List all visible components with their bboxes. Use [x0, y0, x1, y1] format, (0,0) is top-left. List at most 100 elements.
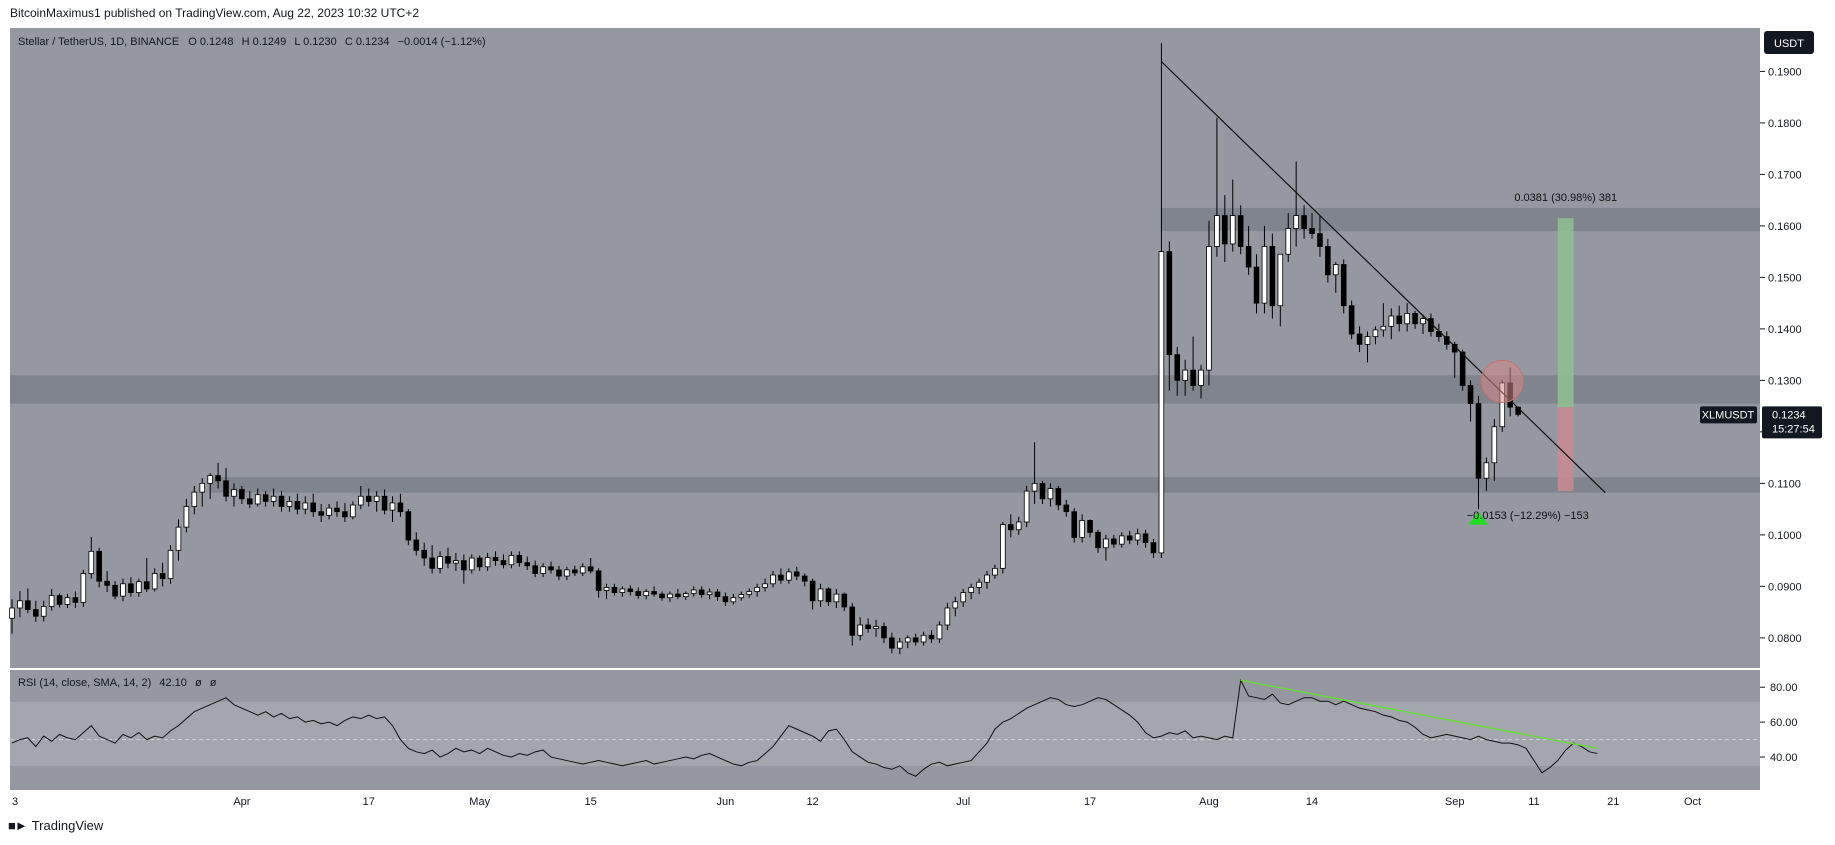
- candle-body: [1071, 511, 1077, 538]
- candle-body: [326, 507, 332, 516]
- price-axis-ticks: 0.1900 0.1800 0.1700 0.1600 0.1500 0.1400 0.13…: [1760, 66, 1802, 645]
- candle-body: [587, 566, 594, 572]
- candle-body: [516, 555, 523, 564]
- bullish-arrow-marker: [1468, 511, 1489, 525]
- candle-body: [992, 567, 998, 576]
- candle-body: [1309, 228, 1315, 235]
- candle-body: [1095, 531, 1101, 549]
- candle-body: [841, 593, 848, 608]
- candle-body: [1166, 251, 1173, 356]
- candle-body: [1245, 246, 1252, 268]
- candle-body: [1087, 520, 1093, 533]
- candle-body: [579, 566, 586, 574]
- rsi-na-2: ø: [210, 677, 217, 689]
- candle-body: [286, 500, 293, 507]
- candle-body: [104, 580, 110, 586]
- candle-body: [231, 489, 237, 497]
- price-tick-label: 0.1000: [1768, 530, 1802, 542]
- candle-body: [564, 569, 570, 577]
- candle-body: [25, 600, 31, 610]
- svg-text:Stellar / TetherUS, 1D, BINANC: Stellar / TetherUS, 1D, BINANCE O 0.1248…: [18, 36, 486, 48]
- candle-body: [358, 495, 364, 506]
- rsi-divergence-trendline: [1240, 679, 1598, 750]
- candle-body: [1412, 313, 1418, 325]
- ohlc-c-key: C: [345, 36, 353, 48]
- candle-body: [413, 539, 420, 551]
- candle-body: [223, 480, 229, 497]
- candle-body: [207, 475, 213, 484]
- time-axis[interactable]: [10, 790, 1835, 812]
- bar-countdown-label: 15:27:54: [1772, 423, 1815, 435]
- candle-body: [1174, 354, 1181, 381]
- candle-body: [508, 555, 515, 566]
- candle-body: [1261, 246, 1268, 304]
- candle-body: [968, 586, 974, 593]
- currency-badge[interactable]: [1764, 31, 1814, 54]
- candle-body: [960, 592, 967, 603]
- measure-down-label: −0.0153 (−12.29%) −153: [1467, 510, 1589, 522]
- ohlc-change: −0.0014 (−1.12%): [398, 36, 486, 48]
- candle-body: [984, 574, 990, 583]
- descending-trendline: [1160, 61, 1606, 494]
- price-tick-label: 0.1400: [1768, 324, 1802, 336]
- main-pane: [10, 28, 1760, 668]
- measure-down-box: [1557, 407, 1574, 492]
- rsi-value: 42.10: [159, 677, 187, 689]
- candle-body: [294, 500, 301, 510]
- candle-body: [754, 586, 760, 592]
- time-tick-label: 21: [1607, 796, 1619, 808]
- candle-body: [421, 549, 427, 559]
- candle-body: [72, 597, 79, 603]
- candle-body: [611, 586, 618, 593]
- candle-body: [1475, 403, 1482, 479]
- ohlc-o-value: 0.1248: [200, 36, 234, 48]
- candle-body: [453, 560, 459, 564]
- candle-body: [278, 495, 285, 507]
- candle-body: [1333, 264, 1339, 276]
- candle-body: [627, 588, 634, 592]
- candle-body: [1491, 426, 1498, 464]
- time-tick-label: May: [469, 796, 490, 808]
- ohlc-h-value: 0.1249: [253, 36, 287, 48]
- zone-0: [1161, 207, 1760, 232]
- ohlc-h-key: H: [242, 36, 250, 48]
- candle-body: [1103, 538, 1109, 549]
- candle-body: [809, 580, 816, 602]
- candle-body: [1467, 385, 1474, 404]
- price-tick-label: 0.1100: [1768, 478, 1801, 490]
- measure-up-label: 0.0381 (30.98%) 381: [1514, 192, 1617, 204]
- candle-body: [136, 581, 142, 593]
- rsi-band: [10, 702, 1760, 766]
- candle-body: [1134, 533, 1141, 541]
- time-tick-label: 14: [1306, 796, 1318, 808]
- price-tick-label: 0.1500: [1768, 272, 1802, 284]
- candle-body: [1214, 215, 1220, 247]
- candle-body: [397, 502, 404, 513]
- candle-body: [1118, 535, 1125, 545]
- candle-body: [389, 502, 396, 511]
- candle-body: [88, 550, 95, 574]
- ticker-badge: [1700, 406, 1757, 424]
- time-tick-label: Jun: [717, 796, 735, 808]
- time-tick-label: Jul: [956, 796, 970, 808]
- candle-body: [96, 550, 102, 582]
- candle-body: [1111, 538, 1117, 545]
- rsi-axis-ticks: 80.00 60.00 40.00: [1760, 682, 1798, 764]
- candle-body: [1372, 329, 1379, 338]
- tradingview-logo-icon: ■►: [8, 818, 28, 833]
- candle-body: [445, 556, 451, 564]
- candle-body: [865, 624, 871, 629]
- time-tick-label: Apr: [233, 796, 250, 808]
- candle-body: [247, 498, 253, 505]
- ohlc-l-key: L: [294, 36, 300, 48]
- candle-body: [17, 600, 23, 609]
- candle-body: [143, 581, 150, 590]
- candle-body: [120, 583, 126, 597]
- candle-body: [1150, 542, 1157, 554]
- candle-body: [1404, 313, 1410, 325]
- candle-body: [532, 565, 538, 574]
- candle-body: [56, 595, 63, 605]
- price-tick-label: 0.0900: [1768, 581, 1802, 593]
- candle-body: [1277, 253, 1284, 307]
